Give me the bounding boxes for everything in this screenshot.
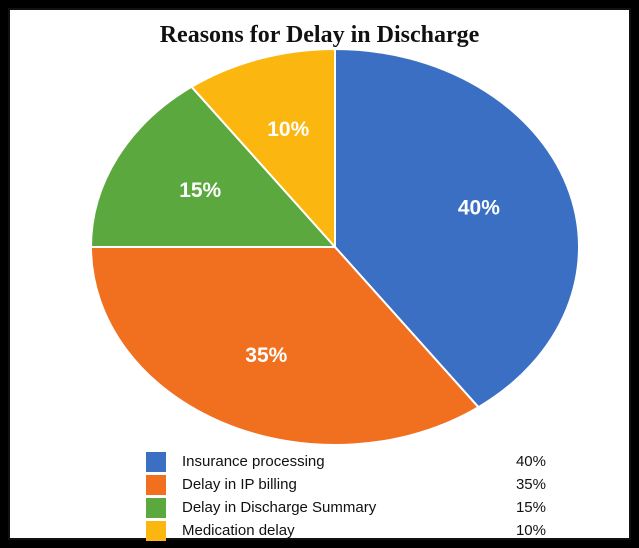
legend-swatch	[146, 520, 166, 541]
legend-label: Delay in Discharge Summary	[182, 499, 377, 516]
legend-value: 35%	[515, 476, 546, 493]
slice-percent-label: 40%	[458, 197, 500, 220]
slice-percent-label: 35%	[245, 344, 287, 367]
legend-value: 10%	[515, 522, 546, 539]
legend: Insurance processing 40% Delay in IP bil…	[146, 450, 546, 542]
chart-title: Reasons for Delay in Discharge	[159, 22, 480, 48]
pie-chart: 40% 35% 15% 10%	[89, 47, 580, 446]
legend-value: 40%	[515, 453, 546, 470]
legend-swatch	[146, 497, 166, 518]
legend-swatch	[146, 474, 166, 495]
slice-percent-label: 10%	[267, 118, 309, 141]
legend-item: Insurance processing 40%	[146, 450, 546, 473]
legend-swatch	[146, 451, 166, 472]
legend-label: Delay in IP billing	[182, 476, 297, 493]
legend-item: Medication delay 10%	[146, 519, 546, 542]
legend-label: Insurance processing	[182, 453, 325, 470]
slice-percent-label: 15%	[179, 179, 221, 202]
pie-slice	[334, 47, 580, 409]
pie-slice	[89, 85, 338, 248]
pie-slice	[89, 246, 480, 446]
legend-value: 15%	[515, 499, 546, 516]
chart-frame: Reasons for Delay in Discharge 40% 35% 15%…	[8, 8, 631, 542]
legend-label: Medication delay	[182, 522, 295, 539]
legend-item: Delay in Discharge Summary 15%	[146, 496, 546, 519]
legend-item: Delay in IP billing 35%	[146, 473, 546, 496]
pie-slice	[190, 47, 336, 250]
